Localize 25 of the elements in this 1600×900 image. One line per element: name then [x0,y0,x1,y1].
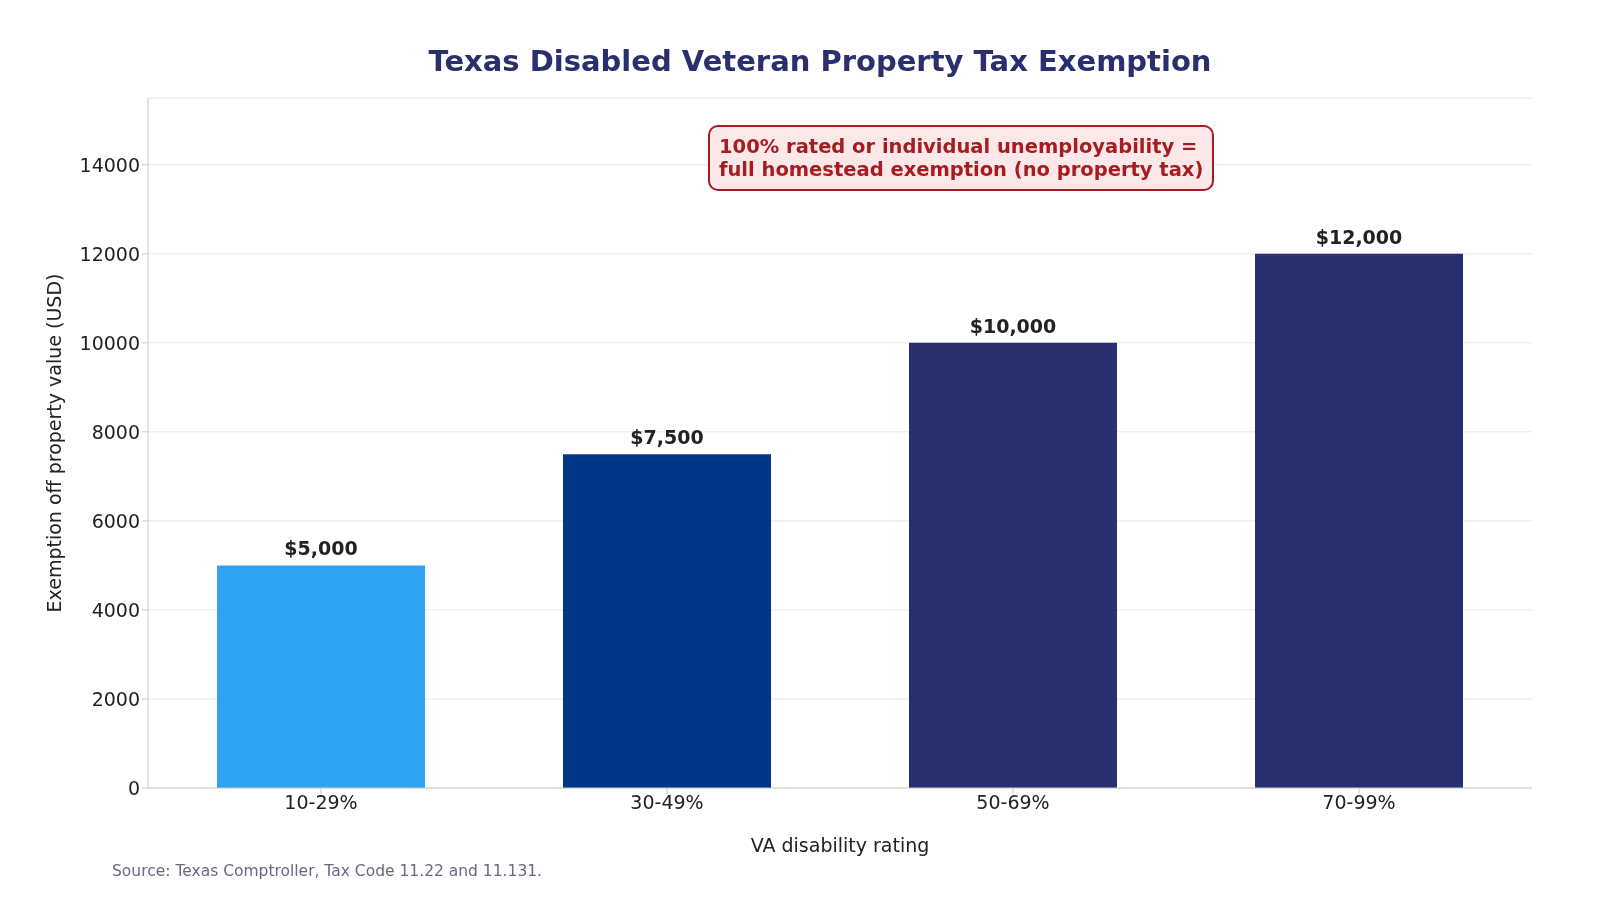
chart-title: Texas Disabled Veteran Property Tax Exemption [427,44,1213,78]
x-tick-label: 10-29% [284,791,358,814]
x-tick-label: 50-69% [976,791,1050,814]
x-axis-title: VA disability rating [750,834,930,856]
y-axis-title: Exemption off property value (USD) [42,273,65,613]
y-tick-label: 12000 [79,242,140,265]
source-note: Source: Texas Comptroller, Tax Code 11.22 and 11.131. [112,862,543,880]
bar [563,454,771,788]
data-label: $5,000 [284,537,358,560]
y-tick-label: 10000 [79,331,140,354]
data-label: $12,000 [1315,225,1403,248]
y-tick-label: 0 [127,776,140,799]
y-tick-label: 8000 [91,420,140,443]
x-tick-label: 70-99% [1322,791,1396,814]
y-tick-label: 6000 [91,509,140,532]
data-label: $10,000 [969,314,1057,337]
bar [1255,253,1463,788]
y-tick-label: 14000 [79,153,140,176]
y-tick-label: 4000 [91,598,140,621]
data-label: $7,500 [630,426,704,449]
bar [909,342,1117,788]
bar [217,565,425,788]
annotation: 100% rated or individual unemployability = full homestead exemption (no property tax) [708,125,1215,191]
x-tick-label: 30-49% [630,791,704,814]
y-tick-label: 2000 [91,687,140,710]
